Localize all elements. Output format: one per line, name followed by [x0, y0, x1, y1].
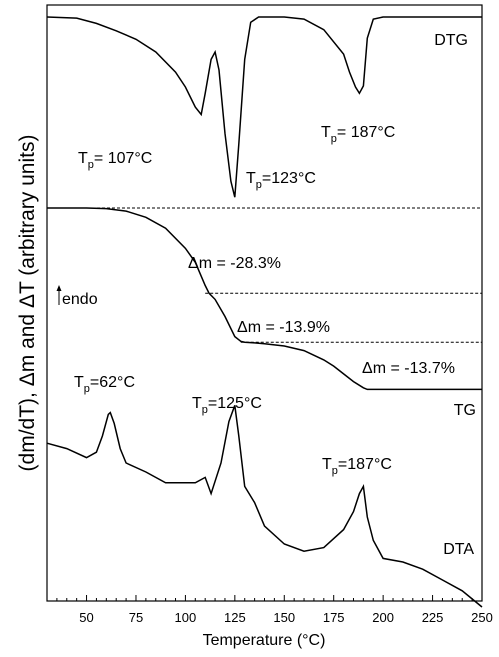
dtg-peak-label: Tp= 107°C — [78, 150, 152, 171]
y-axis-label: (dm/dT), Δm and ΔT (arbitrary units) — [16, 135, 39, 472]
tg-mass-loss-label: Δm = -28.3% — [188, 255, 281, 272]
dtg-peak-label: Tp= 187°C — [321, 124, 395, 145]
endo-label: endo — [62, 291, 98, 308]
x-tick-label: 175 — [323, 610, 345, 625]
tg-curve — [47, 207, 482, 391]
dtg-peak-label: Tp=123°C — [246, 170, 316, 191]
x-tick-label: 100 — [175, 610, 197, 625]
x-tick-label: 50 — [79, 610, 93, 625]
annotations: DTG TG DTA Tp= 107°C Tp=123°C Tp= 187°C Δm = -… — [74, 32, 476, 558]
dta-peak-label: Tp=187°C — [322, 456, 392, 477]
x-tick-label: 225 — [422, 610, 444, 625]
tg-mass-loss-label: Δm = -13.9% — [237, 319, 330, 336]
curves — [46, 16, 483, 608]
dta-series-label: DTA — [443, 541, 474, 558]
x-tick-label: 200 — [372, 610, 394, 625]
dtg-curve — [46, 16, 482, 198]
x-tick-label: 150 — [273, 610, 295, 625]
x-tick-label: 75 — [129, 610, 143, 625]
plot-frame — [46, 4, 483, 602]
x-axis-ticks: 50 75 100 125 150 175 200 225 250 — [56, 595, 493, 625]
x-axis-label: Temperature (°C) — [203, 632, 326, 649]
dtg-series-label: DTG — [434, 32, 468, 49]
dta-peak-label: Tp=62°C — [74, 374, 135, 395]
tg-mass-loss-label: Δm = -13.7% — [362, 360, 455, 377]
tg-series-label: TG — [454, 402, 476, 419]
dta-peak-label: Tp=125°C — [192, 395, 262, 416]
x-tick-label: 125 — [224, 610, 246, 625]
x-tick-label: 250 — [471, 610, 493, 625]
dta-curve — [46, 405, 483, 608]
endo-arrowhead-icon — [56, 285, 62, 291]
